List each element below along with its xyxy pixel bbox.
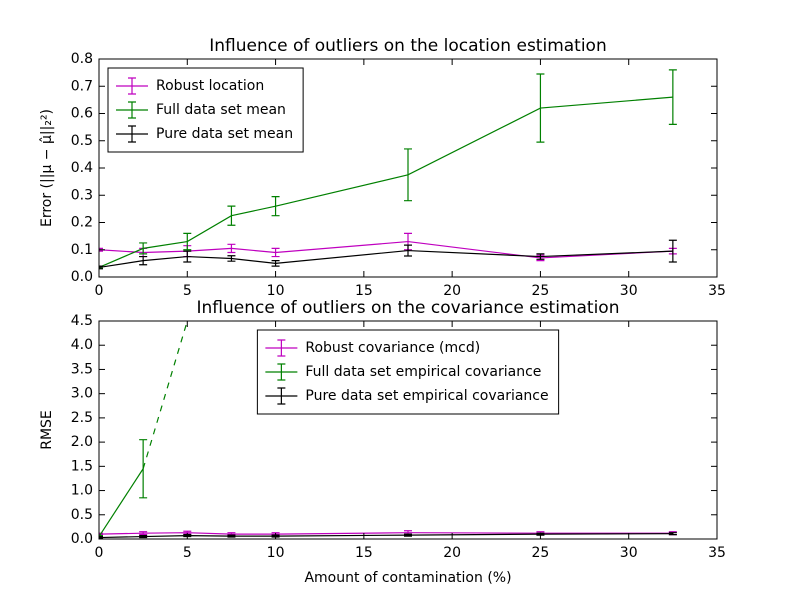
x-tick-label: 20: [443, 545, 461, 561]
error-bar: [536, 253, 545, 260]
series-line: [99, 96, 673, 269]
y-tick-label: 2.5: [71, 410, 93, 426]
axes-frame: [98, 58, 718, 278]
legend-label: Full data set empirical covariance: [305, 364, 541, 380]
y-axis-label: Error (||μ − μ̂||₂²): [39, 109, 55, 227]
x-tick-label: 10: [267, 283, 285, 299]
legend-swatch: [265, 363, 298, 381]
x-tick-label: 0: [95, 283, 104, 299]
series-line: [99, 532, 673, 535]
y-tick-label: 0.5: [71, 133, 93, 149]
legend-swatch: [265, 387, 298, 405]
x-tick-label: 5: [183, 545, 192, 561]
chart-title: Influence of outliers on the location es…: [209, 36, 606, 56]
x-tick-label: 25: [532, 545, 550, 561]
x-tick-label: 25: [532, 283, 550, 299]
series-line: [142, 321, 188, 469]
x-tick-label: 30: [620, 545, 638, 561]
series-line: [99, 249, 673, 269]
legend: Robust location Full data set mean Pure da…: [107, 67, 304, 153]
series-line: [99, 468, 144, 537]
error-bar: [99, 247, 103, 252]
legend-label: Pure data set mean: [156, 126, 293, 142]
y-tick-label: 0.6: [71, 106, 93, 122]
legend-swatch: [265, 339, 298, 357]
legend-label: Pure data set empirical covariance: [305, 388, 548, 404]
y-tick-label: 0.1: [71, 242, 93, 258]
axes-frame: [98, 320, 718, 540]
y-tick-label: 4.0: [71, 337, 93, 353]
error-bar: [668, 532, 677, 536]
y-tick-label: 0.0: [71, 531, 93, 547]
error-bar: [227, 534, 236, 538]
x-tick-label: 0: [95, 545, 104, 561]
error-bar: [139, 439, 148, 499]
error-bar: [271, 196, 280, 217]
legend-label: Robust covariance (mcd): [305, 340, 480, 356]
legend-swatch: [116, 101, 148, 119]
error-bar: [227, 205, 236, 226]
error-bar: [404, 244, 412, 257]
legend-swatch: [116, 125, 148, 143]
y-tick-label: 0.4: [71, 160, 93, 176]
series-line: [99, 533, 673, 539]
y-tick-label: 2.0: [71, 434, 93, 450]
x-tick-label: 10: [267, 545, 285, 561]
y-tick-label: 0.3: [71, 187, 93, 203]
error-bar: [99, 265, 103, 270]
y-tick-label: 0.2: [71, 215, 93, 231]
error-bar: [404, 533, 412, 537]
error-bar: [227, 255, 236, 262]
legend-frame: [256, 329, 560, 415]
error-bar: [139, 531, 148, 536]
x-tick-label: 15: [355, 283, 373, 299]
y-tick-label: 0.5: [71, 507, 93, 523]
error-bar: [271, 260, 280, 267]
y-tick-label: 0.7: [71, 78, 93, 94]
chart-title: Influence of outliers on the covariance …: [197, 298, 620, 318]
error-bar: [139, 242, 148, 255]
error-bar: [139, 535, 148, 539]
y-tick-label: 1.5: [71, 458, 93, 474]
x-tick-label: 35: [708, 545, 726, 561]
y-tick-label: 1.0: [71, 483, 93, 499]
y-tick-label: 4.5: [71, 313, 93, 329]
legend: Robust covariance (mcd) Full data set emp…: [256, 329, 560, 415]
error-bar: [183, 232, 192, 251]
error-bar: [668, 239, 677, 263]
error-bar: [536, 73, 545, 143]
legend-label: Full data set mean: [156, 102, 286, 118]
error-bar: [139, 255, 148, 266]
x-tick-label: 35: [708, 283, 726, 299]
error-bar: [271, 247, 280, 258]
legend-swatch: [116, 77, 148, 95]
error-bar: [404, 148, 412, 202]
y-tick-label: 3.5: [71, 361, 93, 377]
legend-label: Robust location: [156, 78, 264, 94]
x-tick-label: 5: [183, 283, 192, 299]
plot-area: [99, 69, 677, 270]
x-tick-label: 15: [355, 545, 373, 561]
y-tick-label: 0.0: [71, 269, 93, 285]
error-bar: [227, 243, 236, 254]
y-tick-label: 3.0: [71, 386, 93, 402]
error-bar: [668, 69, 677, 125]
x-axis-label: Amount of contamination (%): [304, 570, 511, 586]
error-bar: [183, 250, 192, 263]
x-tick-label: 30: [620, 283, 638, 299]
x-tick-label: 20: [443, 283, 461, 299]
y-axis-label: RMSE: [39, 410, 55, 450]
y-tick-label: 0.8: [71, 51, 93, 67]
